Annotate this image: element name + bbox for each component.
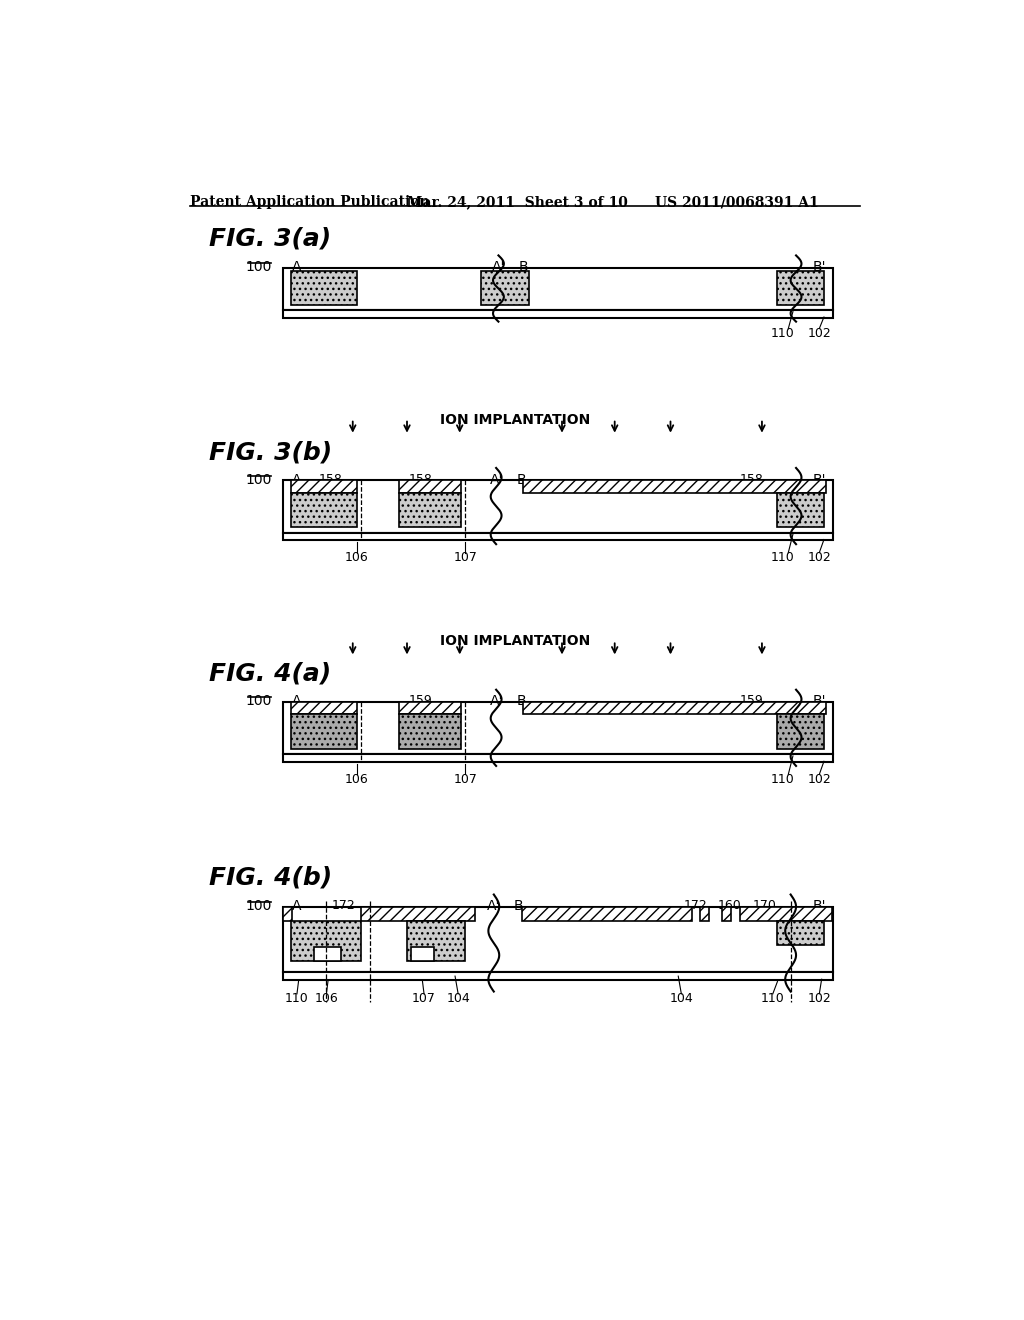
Text: B: B	[518, 260, 528, 275]
Text: 159: 159	[409, 694, 433, 708]
Text: 106: 106	[345, 552, 369, 564]
Text: 160: 160	[718, 899, 741, 912]
Text: B': B'	[813, 899, 826, 913]
Bar	[740, 907, 831, 921]
Text: 100: 100	[245, 694, 271, 709]
Text: 106: 106	[314, 993, 338, 1006]
Bar	[407, 921, 465, 961]
Text: 107: 107	[454, 552, 477, 564]
Text: Mar. 24, 2011  Sheet 3 of 10: Mar. 24, 2011 Sheet 3 of 10	[407, 195, 628, 210]
Text: B: B	[517, 473, 526, 487]
Text: 110: 110	[761, 993, 784, 1006]
Text: 104: 104	[670, 993, 693, 1006]
Bar	[291, 480, 356, 492]
Bar	[283, 310, 834, 318]
Text: 102: 102	[808, 993, 831, 1006]
Bar	[399, 714, 461, 748]
Text: 100: 100	[245, 260, 271, 275]
Text: 158: 158	[740, 473, 764, 486]
Text: 100: 100	[245, 899, 271, 913]
Text: A: A	[292, 694, 302, 709]
Text: 106: 106	[345, 774, 369, 785]
Text: 102: 102	[808, 327, 831, 341]
Text: 110: 110	[771, 552, 795, 564]
Bar	[399, 480, 461, 492]
Bar	[777, 921, 824, 945]
Text: B: B	[514, 899, 523, 913]
Bar	[283, 907, 834, 973]
Text: A': A'	[489, 473, 503, 487]
Text: A: A	[292, 260, 302, 275]
Bar	[521, 907, 692, 921]
Text: A': A'	[487, 899, 501, 913]
Bar	[291, 921, 360, 961]
Bar	[722, 907, 731, 921]
Text: 158: 158	[409, 473, 433, 486]
Text: 172: 172	[332, 899, 355, 912]
Bar	[291, 702, 356, 714]
Text: A': A'	[489, 694, 503, 709]
Text: 102: 102	[808, 552, 831, 564]
Bar	[399, 702, 461, 714]
Text: FIG. 4(b): FIG. 4(b)	[209, 866, 333, 890]
Text: FIG. 3(a): FIG. 3(a)	[209, 226, 332, 251]
Bar	[481, 271, 529, 305]
Text: 172: 172	[683, 899, 708, 912]
Bar	[411, 946, 434, 961]
Text: B: B	[517, 694, 526, 709]
Bar	[399, 492, 461, 527]
Bar	[283, 907, 292, 921]
Bar	[777, 492, 824, 527]
Text: ION IMPLANTATION: ION IMPLANTATION	[440, 412, 591, 426]
Text: 110: 110	[771, 327, 795, 341]
Text: B': B'	[813, 260, 826, 275]
Bar	[283, 533, 834, 540]
Bar	[777, 714, 824, 748]
Bar	[314, 946, 341, 961]
Text: ION IMPLANTATION: ION IMPLANTATION	[440, 635, 591, 648]
Bar	[283, 268, 834, 310]
Bar	[283, 755, 834, 762]
Bar	[291, 492, 356, 527]
Bar	[283, 973, 834, 979]
Bar	[283, 702, 834, 755]
Bar	[523, 480, 825, 492]
Text: A': A'	[492, 260, 505, 275]
Text: 102: 102	[808, 774, 831, 785]
Bar	[700, 907, 710, 921]
Text: B': B'	[813, 473, 826, 487]
Bar	[291, 714, 356, 748]
Text: US 2011/0068391 A1: US 2011/0068391 A1	[655, 195, 819, 210]
Text: B': B'	[813, 694, 826, 709]
Text: FIG. 3(b): FIG. 3(b)	[209, 441, 333, 465]
Text: 170: 170	[753, 899, 777, 912]
Text: A: A	[292, 899, 302, 913]
Text: FIG. 4(a): FIG. 4(a)	[209, 663, 332, 686]
Text: A: A	[292, 473, 302, 487]
Bar	[523, 702, 825, 714]
Text: 159: 159	[740, 694, 764, 708]
Bar	[291, 271, 356, 305]
Text: 107: 107	[412, 993, 436, 1006]
Text: Patent Application Publication: Patent Application Publication	[190, 195, 430, 210]
Text: 110: 110	[285, 993, 309, 1006]
Bar	[360, 907, 475, 921]
Text: 100: 100	[245, 473, 271, 487]
Bar	[283, 480, 834, 533]
Text: 158: 158	[319, 473, 343, 486]
Bar	[777, 271, 824, 305]
Text: 107: 107	[454, 774, 477, 785]
Text: 110: 110	[771, 774, 795, 785]
Text: 104: 104	[446, 993, 470, 1006]
